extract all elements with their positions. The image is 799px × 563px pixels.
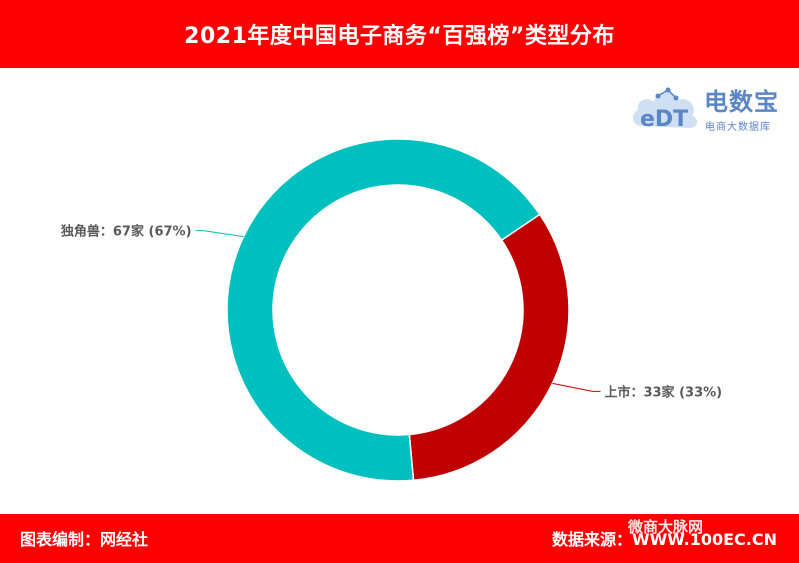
donut-chart: 上市：33家 (33%) 独角兽：67家 (67%) bbox=[61, 138, 722, 482]
donut-labels: 上市：33家 (33%) 独角兽：67家 (67%) bbox=[61, 224, 722, 401]
slice-0 bbox=[408, 213, 570, 482]
cloud-logo-icon: eDT bbox=[633, 87, 698, 132]
logo: eDT 电数宝 电商大数据库 bbox=[628, 76, 793, 138]
logo-tagline: 电商大数据库 bbox=[705, 122, 771, 133]
leader-line-1 bbox=[195, 230, 244, 238]
slice-1 bbox=[226, 138, 541, 482]
chart-title: 2021年度中国电子商务“百强榜”类型分布 bbox=[184, 24, 615, 49]
footer-bar: 图表编制：网经社 微商大脉网 数据来源：WWW.100EC.CN bbox=[0, 514, 799, 563]
svg-text:eDT: eDT bbox=[640, 107, 688, 132]
slice-label-1: 独角兽：67家 (67%) bbox=[61, 224, 192, 240]
leader-line-0 bbox=[552, 382, 601, 392]
footer-compiler: 图表编制：网经社 bbox=[20, 530, 149, 549]
watermark-text: 微商大脉网 bbox=[628, 518, 704, 536]
donut-slices bbox=[226, 138, 570, 482]
slice-label-0: 上市：33家 (33%) bbox=[604, 384, 722, 400]
footer-source: 数据来源：WWW.100EC.CN bbox=[551, 530, 777, 549]
logo-brand: 电数宝 bbox=[704, 88, 779, 116]
header-bar: 2021年度中国电子商务“百强榜”类型分布 bbox=[0, 0, 799, 68]
